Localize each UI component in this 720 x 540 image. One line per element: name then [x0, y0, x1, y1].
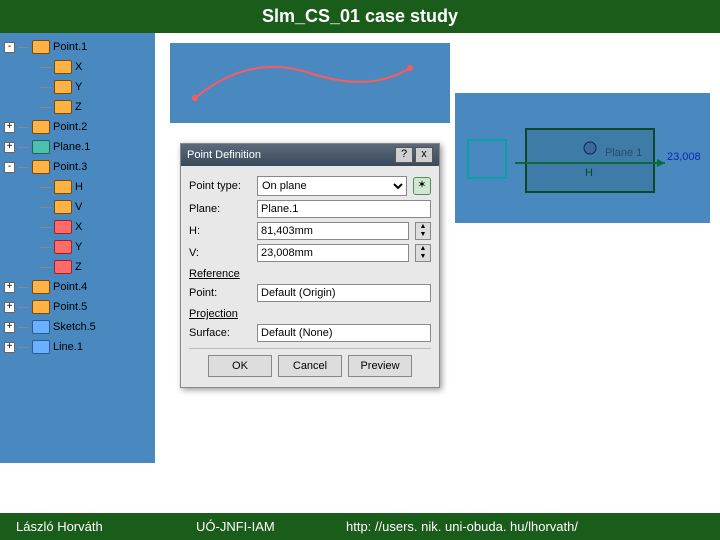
node-z[interactable]: Z — [0, 97, 155, 117]
node-line1[interactable]: + Line.1 — [0, 337, 155, 357]
point-definition-dialog: Point Definition ? x Point type: On plan… — [180, 143, 440, 388]
preview-button[interactable]: Preview — [348, 355, 412, 377]
node-y[interactable]: Y — [0, 77, 155, 97]
node-icon — [54, 100, 72, 114]
reference-section: Reference — [189, 268, 431, 280]
dialog-title: Point Definition — [187, 149, 261, 161]
node-label: Z — [75, 101, 82, 113]
footer-org: UÓ-JNFI-IAM — [196, 519, 346, 534]
node-h[interactable]: H — [0, 177, 155, 197]
node-label: Y — [75, 241, 82, 253]
close-button[interactable]: x — [415, 147, 433, 163]
plane-field-label: Plane: — [189, 203, 251, 215]
v-field-label: V: — [189, 247, 251, 259]
page-footer: László Horváth UÓ-JNFI-IAM http: //users… — [0, 513, 720, 540]
point-input[interactable] — [257, 284, 431, 302]
spline-curve — [170, 43, 450, 123]
node-x2[interactable]: X — [0, 217, 155, 237]
node-icon — [32, 120, 50, 134]
node-label: Point.2 — [53, 121, 87, 133]
node-label: Z — [75, 261, 82, 273]
dimension-value: 23,008 — [667, 151, 701, 163]
expander-icon[interactable]: + — [4, 142, 15, 153]
node-icon — [54, 180, 72, 194]
cancel-button[interactable]: Cancel — [278, 355, 342, 377]
help-button[interactable]: ? — [395, 147, 413, 163]
surface-field-label: Surface: — [189, 327, 251, 339]
expander-icon[interactable]: + — [4, 322, 15, 333]
node-plane1[interactable]: + Plane.1 — [0, 137, 155, 157]
footer-url: http: //users. nik. uni-obuda. hu/lhorva… — [346, 519, 704, 534]
node-icon — [32, 140, 50, 154]
node-point1[interactable]: - Point.1 — [0, 37, 155, 57]
node-label: Point.5 — [53, 301, 87, 313]
header-title: Slm_CS_01 case study — [262, 6, 458, 26]
node-point4[interactable]: + Point.4 — [0, 277, 155, 297]
projection-section: Projection — [189, 308, 431, 320]
node-label: Point.4 — [53, 281, 87, 293]
expander-icon[interactable]: - — [4, 42, 15, 53]
expander-icon[interactable]: - — [4, 162, 15, 173]
node-icon — [54, 260, 72, 274]
h-field-label: H: — [189, 225, 251, 237]
v-input[interactable] — [257, 244, 409, 262]
node-label: H — [75, 181, 83, 193]
node-icon — [32, 300, 50, 314]
h-label: H — [585, 167, 593, 179]
node-icon — [32, 280, 50, 294]
point-field-label: Point: — [189, 287, 251, 299]
node-point5[interactable]: + Point.5 — [0, 297, 155, 317]
node-label: Y — [75, 81, 82, 93]
node-icon — [32, 320, 50, 334]
feature-tree[interactable]: -Point.1XYZ+Point.2+Plane.1-Point.3HVXYZ… — [0, 33, 155, 463]
viewport-top[interactable] — [170, 43, 450, 123]
ok-button[interactable]: OK — [208, 355, 272, 377]
node-label: Sketch.5 — [53, 321, 96, 333]
node-icon — [54, 80, 72, 94]
expander-icon[interactable]: + — [4, 302, 15, 313]
node-y2[interactable]: Y — [0, 237, 155, 257]
node-icon — [32, 340, 50, 354]
dialog-body: Point type: On plane ✶ Plane: H: ▲▼ V: ▲… — [181, 166, 439, 387]
h-spinner[interactable]: ▲▼ — [415, 222, 431, 240]
v-spinner[interactable]: ▲▼ — [415, 244, 431, 262]
node-icon — [32, 160, 50, 174]
point-type-label: Point type: — [189, 180, 251, 192]
node-label: Point.3 — [53, 161, 87, 173]
node-label: Point.1 — [53, 41, 87, 53]
node-point2[interactable]: + Point.2 — [0, 117, 155, 137]
expander-icon[interactable]: + — [4, 282, 15, 293]
expander-icon[interactable]: + — [4, 122, 15, 133]
node-icon — [54, 60, 72, 74]
node-sketch5[interactable]: + Sketch.5 — [0, 317, 155, 337]
node-icon — [32, 40, 50, 54]
node-label: V — [75, 201, 82, 213]
node-icon — [54, 200, 72, 214]
viewport-right[interactable]: Plane 1 H 23,008 — [455, 93, 710, 223]
h-input[interactable] — [257, 222, 409, 240]
node-point3[interactable]: - Point.3 — [0, 157, 155, 177]
surface-input[interactable] — [257, 324, 431, 342]
wand-icon[interactable]: ✶ — [413, 177, 431, 195]
node-icon — [54, 220, 72, 234]
node-v[interactable]: V — [0, 197, 155, 217]
footer-author: László Horváth — [16, 519, 196, 534]
page-header: Slm_CS_01 case study — [0, 0, 720, 33]
node-label: Line.1 — [53, 341, 83, 353]
content-area: -Point.1XYZ+Point.2+Plane.1-Point.3HVXYZ… — [0, 33, 720, 493]
node-label: X — [75, 61, 82, 73]
node-x[interactable]: X — [0, 57, 155, 77]
plane-label: Plane 1 — [605, 147, 642, 159]
plane-input[interactable] — [257, 200, 431, 218]
node-label: Plane.1 — [53, 141, 90, 153]
node-icon — [54, 240, 72, 254]
expander-icon[interactable]: + — [4, 342, 15, 353]
point-type-select[interactable]: On plane — [257, 176, 407, 196]
node-label: X — [75, 221, 82, 233]
dialog-titlebar[interactable]: Point Definition ? x — [181, 144, 439, 166]
node-z2[interactable]: Z — [0, 257, 155, 277]
